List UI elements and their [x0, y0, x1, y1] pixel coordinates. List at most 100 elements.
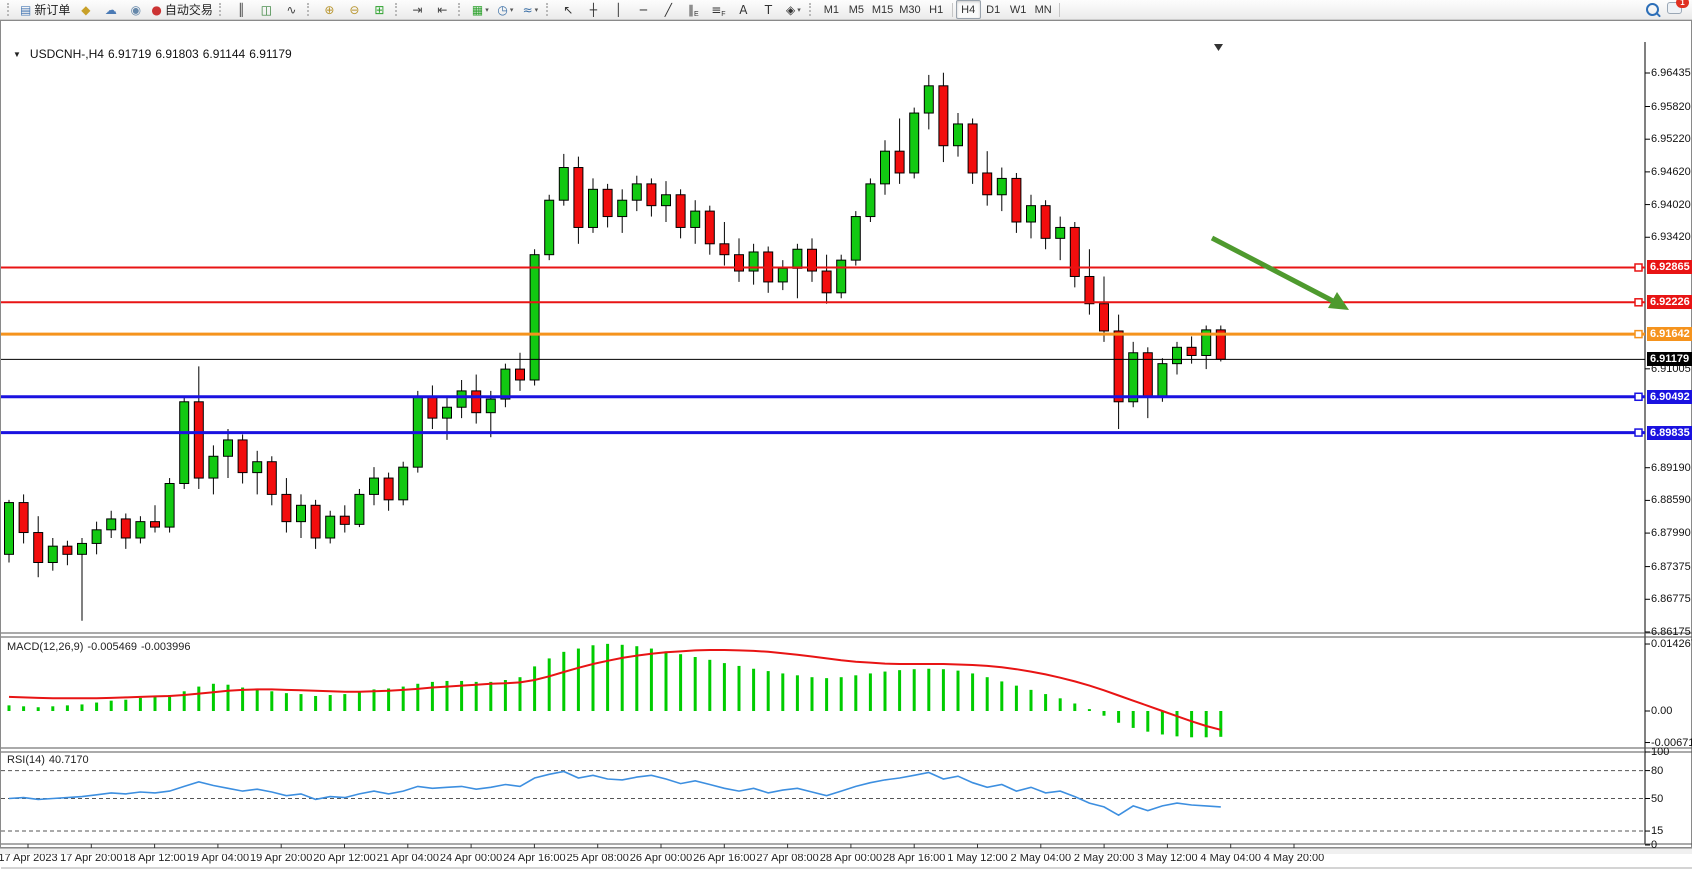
candle-body: [807, 248, 817, 272]
rsi-tick-label: 0: [1651, 839, 1658, 851]
tile-windows-button[interactable]: ⊞: [367, 0, 392, 19]
symbol-dropdown-icon[interactable]: [13, 47, 26, 61]
chat-button[interactable]: 1: [1667, 0, 1689, 19]
chevron-down-icon[interactable]: ▾: [509, 6, 514, 14]
price-tick-label: 6.95220: [1651, 133, 1691, 146]
candle-body: [1186, 346, 1197, 356]
trend-arrow-annotation[interactable]: [1210, 235, 1335, 304]
cursor-button[interactable]: ↖: [556, 0, 581, 19]
macd-histogram-bar: [445, 680, 449, 711]
macd-histogram-bar: [109, 700, 113, 711]
indicators-icon: ≈: [522, 2, 533, 17]
chevron-down-icon[interactable]: ▾: [534, 6, 539, 14]
candle-body: [179, 401, 190, 485]
candle-body: [1026, 205, 1036, 223]
timeframe-h1-button[interactable]: H1: [929, 3, 944, 16]
candle-body: [865, 183, 876, 218]
timeframe-m15-button[interactable]: M15: [871, 3, 894, 16]
status-bar: [0, 848, 1692, 854]
macd-histogram-bar: [1131, 711, 1135, 728]
candlestick-chart-button[interactable]: ◫: [254, 0, 279, 19]
algo-trading-button[interactable]: ● 自动交易: [148, 0, 216, 19]
new-order-button[interactable]: ▤ 新订单: [17, 0, 73, 19]
macd-histogram-bar: [284, 693, 288, 711]
chart-shift-button[interactable]: ⇤: [430, 0, 455, 19]
candle-body: [573, 167, 584, 228]
equidistant-channel-button[interactable]: ∥ E: [681, 0, 706, 19]
price-tick-label: 6.87990: [1651, 527, 1691, 540]
new-order-button-label: 新订单: [34, 3, 71, 17]
rsi-tick-label: 100: [1651, 746, 1670, 758]
macd-pane-splitter[interactable]: [1, 631, 1692, 637]
macd-histogram-bar: [95, 702, 99, 711]
line-handle[interactable]: [1634, 263, 1643, 272]
candle-body: [938, 85, 949, 147]
candle-body: [1201, 329, 1212, 356]
crosshair-button[interactable]: ┼: [581, 0, 606, 19]
rsi-pane-splitter[interactable]: [1, 746, 1692, 752]
price-tick-label: 6.93420: [1651, 231, 1691, 244]
trend-arrow-head[interactable]: [1328, 292, 1349, 310]
candle-body: [953, 123, 963, 147]
signals-button[interactable]: ◉: [123, 0, 148, 19]
horizontal-line-button[interactable]: ─: [631, 0, 656, 19]
text-label-button[interactable]: T: [756, 0, 781, 19]
search-icon[interactable]: [1646, 3, 1659, 16]
candle-body: [967, 123, 978, 174]
notification-badge: 1: [1676, 0, 1689, 8]
zoom-in-button[interactable]: ⊕: [317, 0, 342, 19]
fibonacci-button[interactable]: ≡ F: [706, 0, 731, 19]
toolbar-grip: [545, 3, 552, 16]
line-handle[interactable]: [1634, 298, 1643, 307]
line-handle[interactable]: [1634, 392, 1643, 402]
candle-body: [150, 521, 160, 528]
chart-shift-marker[interactable]: [1214, 44, 1223, 51]
candle-body: [1157, 363, 1168, 397]
timeframe-m5-button[interactable]: M5: [848, 3, 864, 16]
cursor-icon: ↖: [563, 2, 574, 17]
level-price-tag: 6.90492: [1647, 389, 1692, 404]
chart-canvas[interactable]: [1, 21, 1692, 874]
timeframe-w1-button[interactable]: W1: [1009, 3, 1027, 16]
toolbar-separator: [951, 2, 953, 17]
auto-scroll-button[interactable]: ⇥: [405, 0, 430, 19]
text-button[interactable]: A: [731, 0, 756, 19]
quote-open: 6.91719: [107, 47, 152, 61]
macd-histogram-bar: [22, 706, 26, 711]
macd-histogram-bar: [503, 680, 507, 711]
new-chart-button[interactable]: ▦ ▾: [468, 0, 493, 19]
macd-histogram-bar: [372, 689, 376, 711]
timeframe-mn-button[interactable]: MN: [1034, 3, 1052, 16]
line-chart-button[interactable]: ∿: [279, 0, 304, 19]
periods-button[interactable]: ◷ ▾: [493, 0, 518, 19]
timeframe-m30-button[interactable]: M30: [899, 3, 921, 16]
chart-window-button[interactable]: ◆: [73, 0, 98, 19]
timeframe-m1-button[interactable]: M1: [823, 3, 839, 16]
chevron-down-icon[interactable]: ▾: [485, 6, 489, 14]
candle-body: [33, 532, 44, 564]
price-tick-label: 6.88590: [1651, 494, 1691, 507]
macd-histogram-bar: [649, 648, 653, 711]
indicators-button[interactable]: ≈ ▾: [518, 0, 543, 19]
candle-body: [281, 493, 292, 523]
timeframe-d1-button[interactable]: D1: [986, 3, 1001, 16]
toolbar-grip: [306, 3, 313, 16]
candle-body: [398, 466, 409, 501]
timeframe-h4-button[interactable]: H4: [955, 0, 981, 19]
zoom-out-button[interactable]: ⊖: [342, 0, 367, 19]
trendline-button[interactable]: ╱: [656, 0, 681, 19]
chevron-down-icon[interactable]: ▾: [797, 6, 801, 14]
arrows-button[interactable]: ◈ ▾: [781, 0, 806, 19]
horizontal-line-icon: ─: [639, 2, 647, 17]
candle-body: [675, 194, 686, 228]
macd-histogram-bar: [211, 683, 215, 711]
community-button[interactable]: ☁: [98, 0, 123, 19]
auto-scroll-icon: ⇥: [412, 2, 423, 17]
candle-body: [880, 150, 890, 185]
vertical-line-button[interactable]: │: [606, 0, 631, 19]
quote-low: 6.91144: [202, 47, 246, 61]
line-handle[interactable]: [1634, 428, 1643, 437]
line-handle[interactable]: [1634, 329, 1643, 339]
bar-chart-button[interactable]: ║: [229, 0, 254, 19]
